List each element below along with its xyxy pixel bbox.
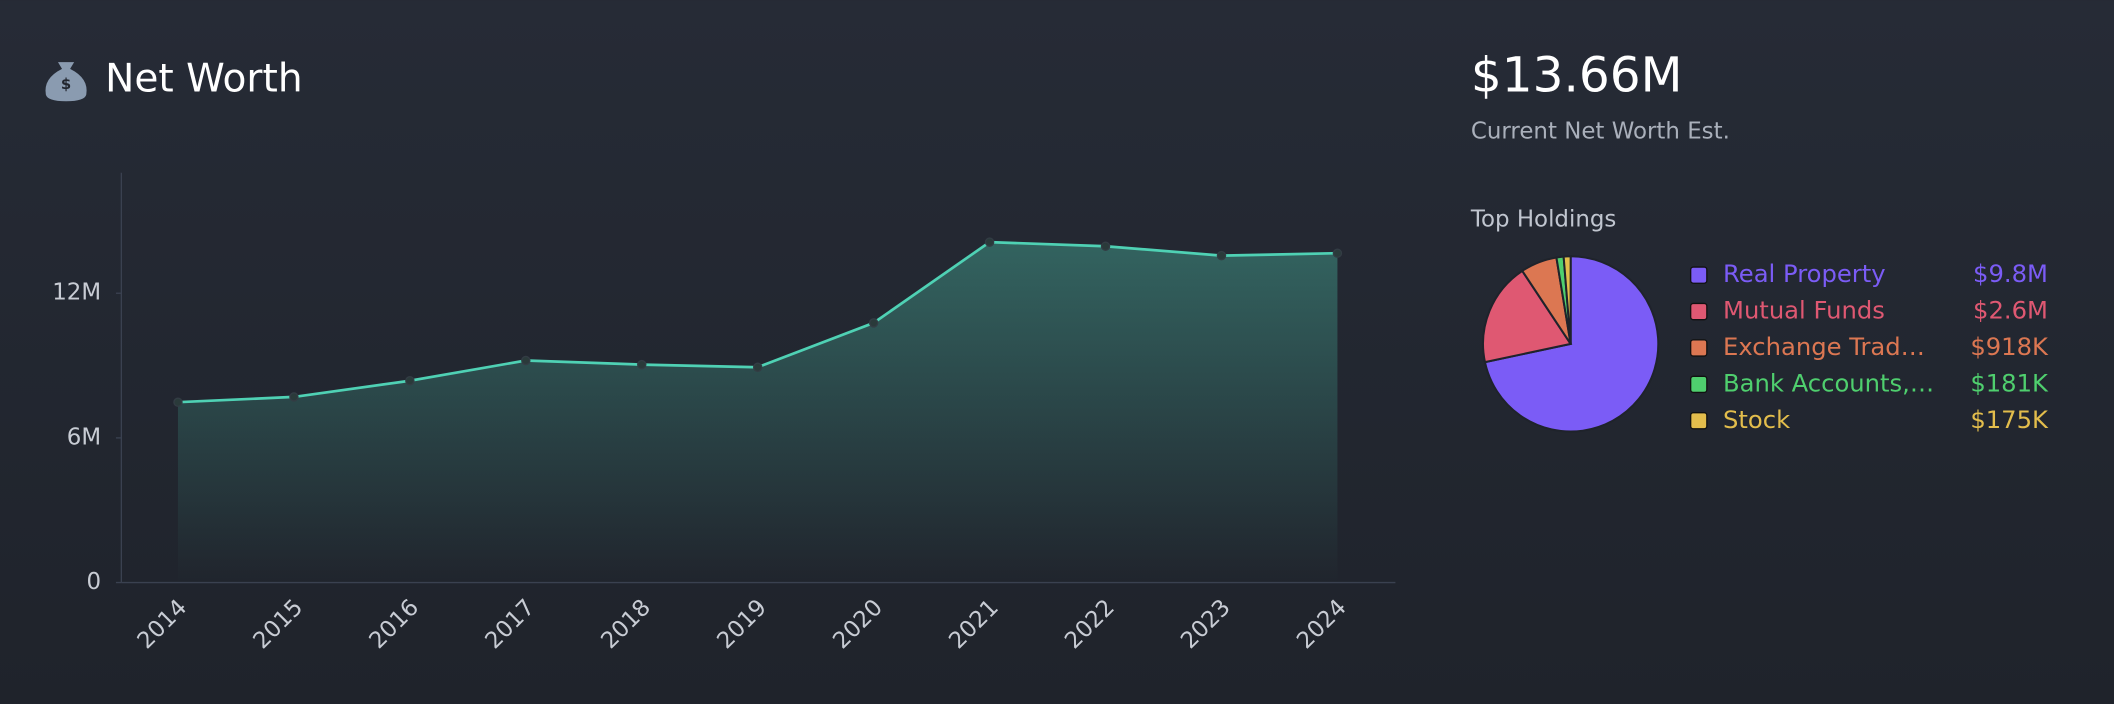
point xyxy=(1100,241,1111,251)
legend-label: Exchange Trad… xyxy=(1723,332,1925,361)
point xyxy=(752,362,763,372)
point xyxy=(637,359,647,370)
legend-value: $9.8M xyxy=(1973,259,2048,288)
area xyxy=(177,242,1338,583)
legend-swatch xyxy=(1689,266,1708,284)
svg-text:$: $ xyxy=(61,76,71,93)
point xyxy=(1216,250,1227,261)
point xyxy=(173,397,183,407)
y-tick-label: 6M xyxy=(67,424,101,450)
summary-value: $13.66M xyxy=(1471,47,1683,103)
point xyxy=(521,355,531,366)
pie-slice xyxy=(1562,255,1572,344)
point xyxy=(1332,248,1343,258)
y-tick-label: 0 xyxy=(87,569,102,595)
money-bag-icon: $ xyxy=(45,62,87,102)
legend-value: $2.6M xyxy=(1973,296,2048,325)
y-tick-label: 12M xyxy=(52,280,101,306)
legend-value: $918K xyxy=(1970,332,2049,361)
point xyxy=(289,392,299,402)
summary-label: Current Net Worth Est. xyxy=(1471,119,1730,145)
legend-value: $181K xyxy=(1970,368,2049,397)
pie-slice xyxy=(1482,269,1573,364)
legend-swatch xyxy=(1689,302,1708,321)
point xyxy=(984,237,995,247)
legend-label: Stock xyxy=(1723,405,1790,434)
title: Net Worth xyxy=(105,57,302,102)
legend-label: Bank Accounts,… xyxy=(1723,368,1934,397)
legend-label: Mutual Funds xyxy=(1723,296,1885,325)
point xyxy=(868,318,879,328)
legend-swatch xyxy=(1689,339,1708,357)
point xyxy=(405,376,415,386)
legend-value: $175K xyxy=(1970,405,2049,434)
legend-label: Real Property xyxy=(1723,259,1886,288)
legend-swatch xyxy=(1689,375,1708,394)
pie-title: Top Holdings xyxy=(1470,206,1616,232)
legend-swatch xyxy=(1689,411,1708,430)
